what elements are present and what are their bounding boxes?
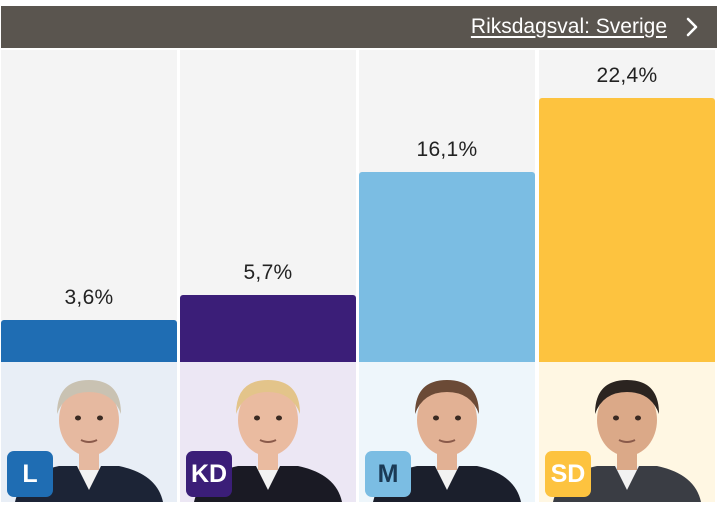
chevron-right-icon[interactable]: [681, 16, 703, 38]
results-bar-chart: 3,6% L 5,7% KD 16,1% M 22,4% SD: [1, 50, 717, 502]
riksdagsval-link[interactable]: Riksdagsval: Sverige: [470, 15, 667, 38]
party-column-m: 16,1% M: [359, 50, 535, 502]
party-column-kd: 5,7% KD: [180, 50, 356, 502]
value-label-m: 16,1%: [416, 138, 478, 161]
party-badge-l: L: [7, 451, 53, 497]
bar-l: [1, 320, 177, 362]
value-label-l: 3,6%: [64, 286, 114, 309]
bar-kd: [180, 295, 356, 362]
party-column-sd: 22,4% SD: [539, 50, 715, 502]
leader-portrait-l: L: [1, 362, 177, 502]
header-bar: Riksdagsval: Sverige: [1, 6, 717, 48]
column-background: [1, 50, 177, 362]
party-badge-kd: KD: [186, 451, 233, 497]
leader-portrait-m: M: [359, 362, 535, 502]
party-badge-m: M: [365, 451, 411, 497]
party-column-l: 3,6% L: [1, 50, 177, 502]
party-badge-sd: SD: [545, 451, 591, 497]
leader-portrait-sd: SD: [539, 362, 715, 502]
value-label-kd: 5,7%: [243, 261, 293, 284]
leader-portrait-kd: KD: [180, 362, 356, 502]
bar-sd: [539, 98, 715, 362]
value-label-sd: 22,4%: [596, 64, 658, 87]
bar-m: [359, 172, 535, 362]
